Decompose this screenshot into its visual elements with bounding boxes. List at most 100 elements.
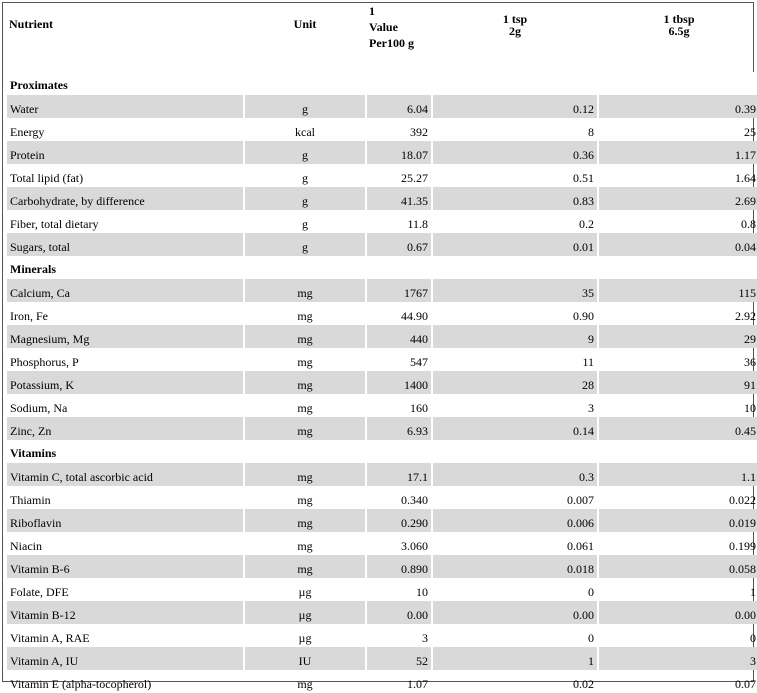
- table-row: Protein g 18.07 0.36 1.17: [7, 141, 757, 164]
- tbsp-cell: 0.39: [599, 95, 757, 118]
- nutrient-name-cell: Riboflavin: [7, 509, 243, 532]
- per100g-cell: 0.340: [401, 493, 428, 507]
- header-nutrient: Nutrient: [9, 17, 53, 31]
- tbsp-cell: 1: [750, 585, 756, 599]
- tbsp-cell: 91: [599, 371, 757, 394]
- per100g-cell: 41.35: [367, 187, 431, 210]
- tbsp-cell: 115: [599, 279, 757, 302]
- unit-cell: mg: [245, 509, 365, 532]
- table-row: Vitamin B-12 µg 0.00 0.00 0.00: [7, 601, 757, 624]
- tsp-cell: 0.2: [579, 217, 594, 231]
- table-row: Zinc, Zn mg 6.93 0.14 0.45: [7, 417, 757, 440]
- tsp-cell: 0.90: [573, 309, 594, 323]
- table-row: Phosphorus, P mg 547 11 36: [7, 348, 757, 371]
- unit-cell: mg: [297, 539, 313, 553]
- table-row: Water g 6.04 0.12 0.39: [7, 95, 757, 118]
- unit-cell: mg: [245, 279, 365, 302]
- tsp-cell: 9: [433, 325, 597, 348]
- tsp-cell: 0.3: [433, 463, 597, 486]
- table-row: Niacin mg 3.060 0.061 0.199: [7, 532, 757, 555]
- per100g-cell: 440: [367, 325, 431, 348]
- nutrient-name-cell: Protein: [7, 141, 243, 164]
- tsp-cell: 0.12: [433, 95, 597, 118]
- per100g-cell: 1.07: [407, 677, 428, 691]
- nutrient-name-cell: Calcium, Ca: [7, 279, 243, 302]
- unit-cell: mg: [297, 309, 313, 323]
- unit-cell: mg: [297, 677, 313, 691]
- tsp-cell: 0.51: [573, 171, 594, 185]
- nutrient-table: Nutrient Unit 1 Value Per100 g 1 tsp 2g …: [5, 3, 757, 693]
- table-row: Vitamin A, RAE µg 3 0 0: [7, 624, 757, 647]
- table-row: Fiber, total dietary g 11.8 0.2 0.8: [7, 210, 757, 233]
- group-title: Vitamins: [7, 440, 757, 463]
- tsp-cell: 28: [433, 371, 597, 394]
- nutrient-name-cell: Energy: [10, 125, 45, 139]
- tbsp-cell: 0.00: [599, 601, 757, 624]
- tbsp-cell: 2.69: [599, 187, 757, 210]
- tbsp-cell: 25: [744, 125, 756, 139]
- table-row: Sugars, total g 0.67 0.01 0.04: [7, 233, 757, 256]
- nutrient-name-cell: Sugars, total: [7, 233, 243, 256]
- nutrient-name-cell: Potassium, K: [7, 371, 243, 394]
- tbsp-cell: 1.17: [599, 141, 757, 164]
- tsp-cell: 0: [588, 631, 594, 645]
- header-tsp-line1: 1 tsp: [502, 12, 528, 26]
- nutrient-name-cell: Vitamin A, RAE: [10, 631, 90, 645]
- per100g-cell: 3.060: [401, 539, 428, 553]
- per100g-cell: 10: [416, 585, 428, 599]
- header-value-line2: Value: [369, 20, 398, 34]
- tsp-cell: 0.36: [433, 141, 597, 164]
- group-row: Vitamins: [7, 440, 757, 463]
- table-row: Vitamin A, IU IU 52 1 3: [7, 647, 757, 670]
- unit-cell: kcal: [295, 125, 315, 139]
- tsp-cell: 0.14: [433, 417, 597, 440]
- group-row: Proximates: [7, 72, 757, 95]
- table-row: Iron, Fe mg 44.90 0.90 2.92: [7, 302, 757, 325]
- unit-cell: g: [245, 187, 365, 210]
- per100g-cell: 392: [410, 125, 428, 139]
- unit-cell: µg: [245, 601, 365, 624]
- per100g-cell: 160: [410, 401, 428, 415]
- nutrient-name-cell: Sodium, Na: [10, 401, 68, 415]
- tbsp-cell: 1.64: [735, 171, 756, 185]
- tbsp-cell: 0.04: [599, 233, 757, 256]
- nutrient-name-cell: Vitamin B-12: [7, 601, 243, 624]
- unit-cell: mg: [245, 371, 365, 394]
- nutrient-name-cell: Magnesium, Mg: [7, 325, 243, 348]
- unit-cell: g: [302, 217, 308, 231]
- header-tsp: 1 tsp 2g: [433, 3, 597, 72]
- tsp-cell: 0.01: [433, 233, 597, 256]
- nutrient-name-cell: Folate, DFE: [10, 585, 69, 599]
- tbsp-cell: 0.019: [599, 509, 757, 532]
- tsp-cell: 0.018: [433, 555, 597, 578]
- unit-cell: mg: [245, 417, 365, 440]
- unit-cell: g: [245, 233, 365, 256]
- unit-cell: g: [245, 141, 365, 164]
- unit-cell: mg: [245, 325, 365, 348]
- per100g-cell: 18.07: [367, 141, 431, 164]
- per100g-cell: 547: [410, 355, 428, 369]
- unit-cell: mg: [297, 355, 313, 369]
- unit-cell: µg: [298, 585, 312, 599]
- header-value: 1 Value Per100 g: [367, 3, 431, 72]
- tbsp-cell: 0.058: [599, 555, 757, 578]
- nutrient-name-cell: Phosphorus, P: [10, 355, 79, 369]
- nutrient-name-cell: Zinc, Zn: [7, 417, 243, 440]
- tbsp-cell: 0: [750, 631, 756, 645]
- header-tbsp: 1 tbsp 6.5g: [599, 3, 757, 72]
- tsp-cell: 0: [588, 585, 594, 599]
- tbsp-cell: 36: [744, 355, 756, 369]
- tsp-cell: 3: [588, 401, 594, 415]
- header-value-line1: 1: [369, 4, 375, 18]
- nutrient-name-cell: Total lipid (fat): [10, 171, 84, 185]
- nutrient-name-cell: Vitamin C, total ascorbic acid: [7, 463, 243, 486]
- group-title: Minerals: [7, 256, 757, 279]
- table-row: Folate, DFE µg 10 0 1: [7, 578, 757, 601]
- per100g-cell: 6.93: [367, 417, 431, 440]
- table-row: Magnesium, Mg mg 440 9 29: [7, 325, 757, 348]
- table-row: Carbohydrate, by difference g 41.35 0.83 2.6…: [7, 187, 757, 210]
- tsp-cell: 11: [582, 355, 594, 369]
- per100g-cell: 25.27: [401, 171, 428, 185]
- per100g-cell: 3: [422, 631, 428, 645]
